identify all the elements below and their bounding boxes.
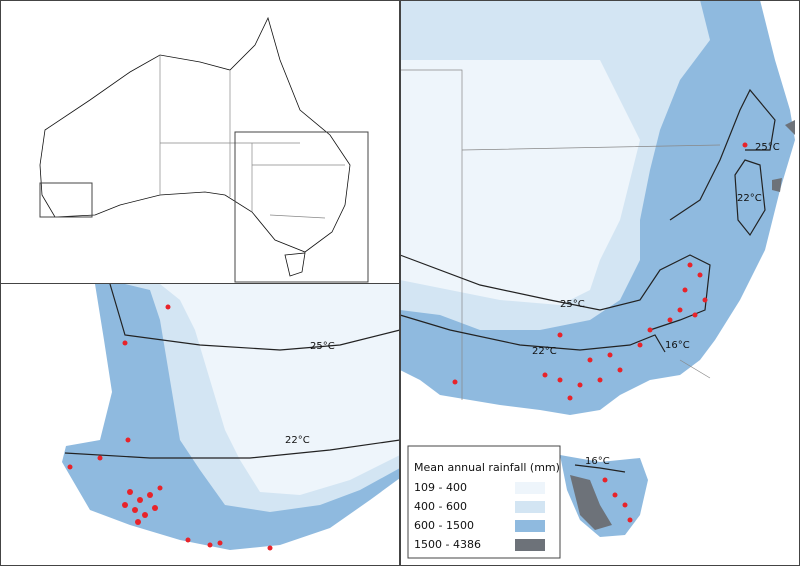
rainfall-109-400 <box>160 284 400 495</box>
isotherm-label: 16°C <box>665 340 690 351</box>
isotherm-label: 25°C <box>755 142 780 153</box>
overview-panel <box>0 0 400 284</box>
legend: Mean annual rainfall (mm) 109 - 400 400 -… <box>407 445 561 559</box>
isotherm-label: 22°C <box>532 346 557 357</box>
rainfall-1500-4386 <box>570 475 612 530</box>
legend-swatch <box>515 501 545 513</box>
isotherm <box>64 439 401 459</box>
isotherm-label: 22°C <box>737 193 762 204</box>
legend-label: 109 - 400 <box>414 481 467 494</box>
legend-label: 1500 - 4386 <box>414 538 481 551</box>
australia-outline <box>39 16 351 253</box>
isotherm-label: 16°C <box>585 456 610 467</box>
occurrence-points <box>452 142 748 523</box>
legend-swatch <box>515 539 545 551</box>
southeast-inset-box <box>234 131 369 283</box>
isotherm-label: 22°C <box>285 435 310 446</box>
legend-swatch <box>515 520 545 532</box>
legend-label: 400 - 600 <box>414 500 467 513</box>
isotherm-label: 25°C <box>310 341 335 352</box>
state-borders <box>400 69 721 400</box>
isotherm <box>669 88 776 221</box>
legend-label: 600 - 1500 <box>414 519 474 532</box>
state-borders <box>159 55 345 219</box>
southwest-panel: 25°C 22°C <box>0 283 401 566</box>
southwest-inset-box <box>39 182 93 218</box>
legend-swatch <box>515 482 545 494</box>
rainfall-109-400 <box>400 60 640 305</box>
southeast-panel: 25°C 22°C 25°C 22°C 16°C 16°C Mean annua… <box>399 0 800 566</box>
isotherm-label: 25°C <box>560 299 585 310</box>
isotherm <box>109 283 401 351</box>
tasmania-outline <box>284 252 306 277</box>
occurrence-points <box>67 304 273 551</box>
isotherm <box>399 314 666 353</box>
isotherm <box>574 464 626 473</box>
rainfall-1500-4386 <box>772 120 795 192</box>
legend-title: Mean annual rainfall (mm) <box>414 461 560 474</box>
isotherm <box>734 159 766 237</box>
